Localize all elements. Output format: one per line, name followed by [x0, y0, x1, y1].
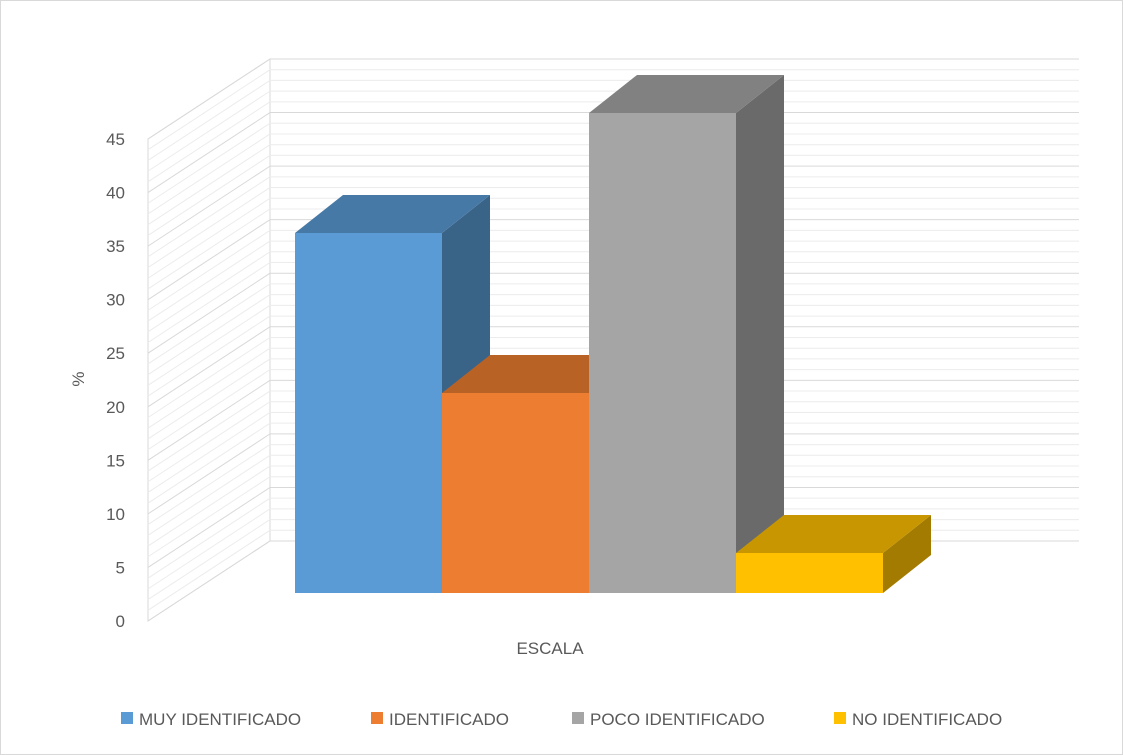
y-tick-label: 5	[116, 558, 125, 577]
side-gridline	[147, 315, 271, 397]
x-axis-title: ESCALA	[516, 639, 584, 658]
side-gridline	[147, 337, 271, 418]
side-gridline	[147, 112, 271, 193]
side-gridline	[147, 165, 271, 247]
legend: MUY IDENTIFICADO IDENTIFICADO POCO IDENTIF…	[121, 710, 1002, 729]
side-gridline	[147, 401, 271, 483]
bar-side-face	[883, 515, 931, 593]
side-gridline	[147, 208, 271, 290]
side-gridline	[147, 476, 271, 558]
side-gridline	[147, 358, 271, 440]
side-gridline	[147, 272, 271, 354]
y-tick-label: 20	[106, 398, 125, 417]
side-gridline	[147, 197, 271, 279]
side-gridline	[147, 219, 271, 301]
side-gridline	[147, 90, 271, 172]
legend-entry: MUY IDENTIFICADO	[121, 710, 301, 729]
side-gridline	[147, 176, 271, 258]
legend-label: NO IDENTIFICADO	[852, 710, 1002, 729]
side-gridline	[147, 262, 271, 343]
side-gridline	[147, 508, 271, 590]
bar	[736, 515, 931, 593]
y-tick-label: 45	[106, 130, 125, 149]
y-tick-label: 10	[106, 505, 125, 524]
side-gridline	[147, 454, 271, 536]
side-gridline	[147, 519, 271, 600]
bar	[589, 75, 784, 593]
side-gridline	[147, 80, 271, 161]
y-tick-label: 35	[106, 237, 125, 256]
bar-front-face	[589, 113, 736, 593]
side-gridline	[147, 240, 271, 322]
side-gridline	[147, 69, 271, 151]
side-gridline	[147, 433, 271, 515]
y-axis-title: %	[69, 371, 88, 386]
legend-swatch	[834, 712, 846, 724]
side-gridline	[147, 133, 271, 215]
side-gridline	[147, 294, 271, 376]
side-gridline	[147, 487, 271, 568]
y-tick-label: 30	[106, 291, 125, 310]
side-gridline	[147, 412, 271, 493]
y-tick-label: 15	[106, 451, 125, 470]
side-gridline	[147, 540, 271, 622]
side-gridline	[147, 144, 271, 226]
side-gridline	[147, 390, 271, 472]
bar-top-face	[295, 195, 490, 233]
legend-entry: NO IDENTIFICADO	[834, 710, 1002, 729]
legend-label: MUY IDENTIFICADO	[139, 710, 301, 729]
legend-swatch	[121, 712, 133, 724]
y-tick-label: 25	[106, 344, 125, 363]
side-gridline	[147, 326, 271, 408]
side-gridline	[147, 369, 271, 451]
legend-label: IDENTIFICADO	[389, 710, 509, 729]
side-wall	[147, 58, 271, 622]
side-gridline	[147, 379, 271, 461]
bar-top-face	[736, 515, 931, 553]
side-gridline	[147, 304, 271, 386]
side-gridline	[147, 58, 271, 140]
side-gridline	[147, 529, 271, 611]
legend-entry: IDENTIFICADO	[371, 710, 509, 729]
side-gridline	[147, 283, 271, 365]
bar-side-face	[736, 75, 784, 593]
side-gridline	[147, 154, 271, 236]
side-gridline	[147, 187, 271, 268]
bar-top-face	[589, 75, 784, 113]
chart-walls	[147, 58, 271, 622]
side-gridline	[147, 347, 271, 429]
bar-front-face	[442, 393, 589, 593]
legend-swatch	[572, 712, 584, 724]
y-axis-tick-labels: 0 5 10 15 20 25 30 35 40 45	[106, 130, 125, 631]
y-tick-label: 40	[106, 184, 125, 203]
side-gridline	[147, 229, 271, 311]
bar-top-face	[442, 355, 637, 393]
legend-swatch	[371, 712, 383, 724]
y-tick-label: 0	[116, 612, 125, 631]
side-gridline	[147, 465, 271, 547]
side-gridline	[147, 251, 271, 333]
side-gridline	[147, 444, 271, 526]
bar-front-face	[736, 553, 883, 593]
bar-front-face	[295, 233, 442, 593]
side-gridline	[147, 422, 271, 504]
side-gridline	[147, 101, 271, 183]
side-gridline	[147, 122, 271, 204]
side-gridline	[147, 497, 271, 579]
bars	[295, 75, 931, 593]
legend-label: POCO IDENTIFICADO	[590, 710, 765, 729]
legend-entry: POCO IDENTIFICADO	[572, 710, 765, 729]
